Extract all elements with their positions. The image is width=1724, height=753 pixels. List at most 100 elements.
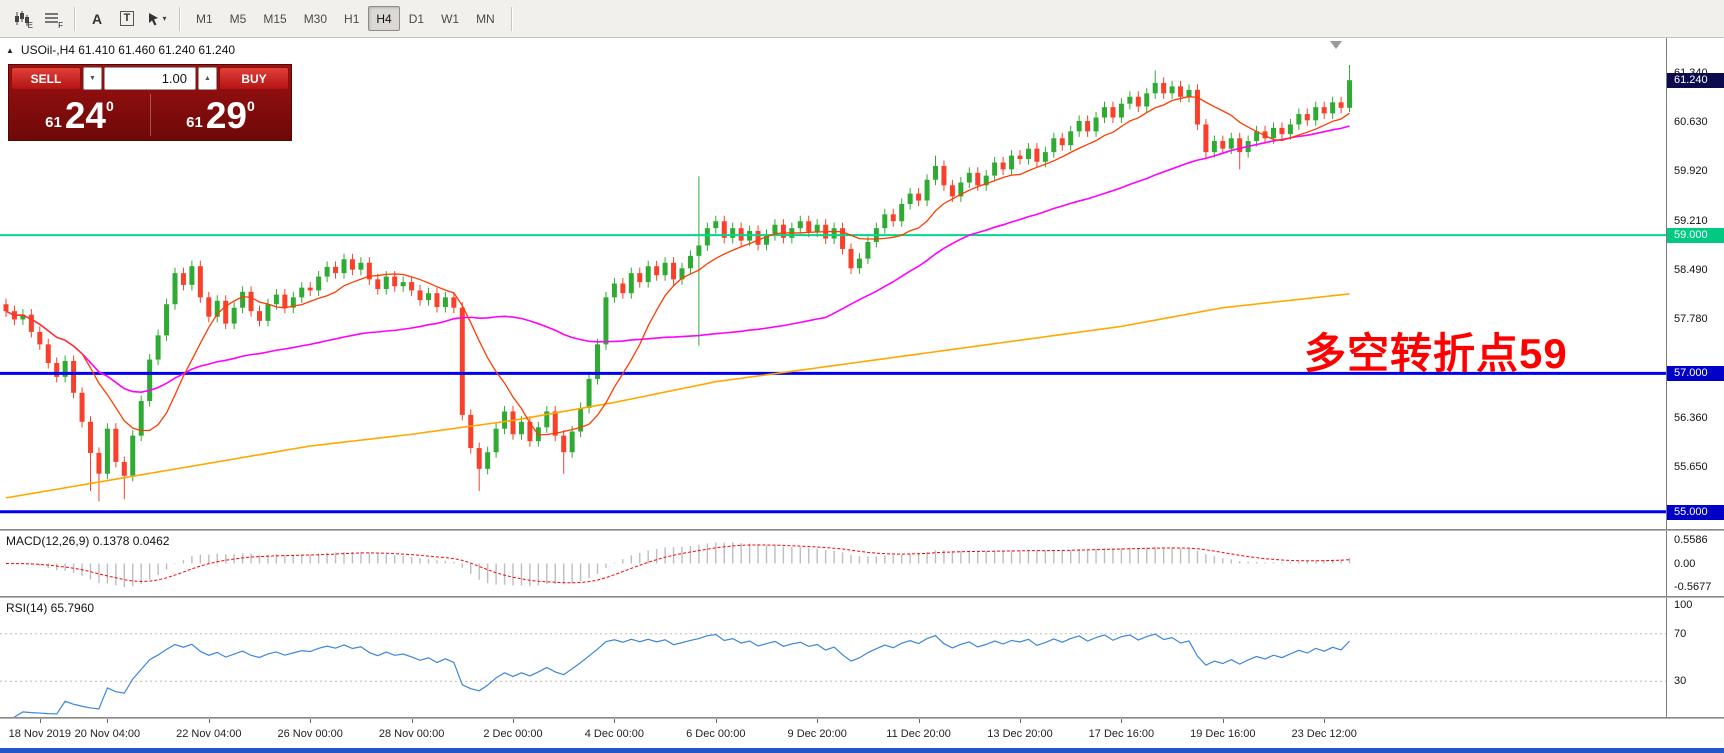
- price-tag: 55.000: [1667, 504, 1724, 520]
- bottom-edge-bar: [0, 748, 1724, 753]
- textbox-icon[interactable]: T: [113, 5, 141, 32]
- symbol-ohlc-text: USOil-,H4 61.410 61.460 61.240 61.240: [20, 43, 236, 57]
- timeframe-h1[interactable]: H1: [344, 11, 360, 26]
- macd-tick: 0.00: [1674, 557, 1696, 570]
- time-label: 13 Dec 20:00: [987, 728, 1053, 740]
- price-tag: 61.240: [1667, 73, 1724, 89]
- one-click-trading-panel: SELL ▼ ▲ BUY 61 24 0 61 29 0: [8, 64, 292, 141]
- dropdown-caret-icon: ▾: [162, 14, 167, 23]
- time-label: 22 Nov 04:00: [176, 728, 242, 740]
- main-chart-panel: ▲ USOil-,H4 61.410 61.460 61.240 61.240 …: [0, 38, 1724, 529]
- timeframe-m5[interactable]: M5: [229, 11, 247, 26]
- time-label: 11 Dec 20:00: [886, 728, 951, 740]
- time-label: 28 Nov 00:00: [378, 728, 445, 740]
- timeframe-m15[interactable]: M15: [263, 11, 287, 26]
- rsi-axis[interactable]: 100 70 30: [1666, 598, 1724, 717]
- price-divider: [150, 94, 151, 136]
- time-label: 17 Dec 16:00: [1088, 728, 1155, 740]
- timeframe-w1[interactable]: W1: [441, 11, 460, 26]
- rsi-chart-canvas[interactable]: [0, 598, 1666, 722]
- time-tick: [107, 719, 109, 723]
- time-tick: [1020, 719, 1021, 723]
- timeframe-m30[interactable]: M30: [303, 11, 328, 26]
- time-label: 18 Nov 2019: [8, 728, 71, 740]
- time-tick: [513, 719, 514, 723]
- time-label: 4 Dec 00:00: [584, 728, 645, 740]
- ma-mid-line: [5, 125, 1350, 393]
- ma-slow-line: [5, 293, 1350, 499]
- price-tag: 57.000: [1667, 366, 1724, 382]
- price-axis[interactable]: 61.34060.63059.92059.21058.49057.78056.3…: [1666, 38, 1724, 529]
- price-chart-canvas[interactable]: [0, 38, 1666, 534]
- macd-svg[interactable]: [0, 531, 1666, 596]
- time-tick: [715, 719, 717, 723]
- chart-shift-marker[interactable]: [1330, 41, 1342, 49]
- trade-panel-prices: 61 24 0 61 29 0: [9, 92, 291, 138]
- price-tick: 60.630: [1674, 116, 1708, 129]
- spinner-down-icon: ▼: [89, 75, 96, 82]
- price-tick: 55.650: [1674, 460, 1708, 473]
- price-tick: 56.360: [1674, 411, 1708, 424]
- timeframe-m1[interactable]: M1: [196, 11, 213, 26]
- rsi-tick: 100: [1674, 599, 1693, 611]
- sell-price-button[interactable]: 61 24 0: [45, 94, 114, 136]
- collapse-one-click-icon[interactable]: ▲: [6, 45, 14, 55]
- candlesticks: [3, 64, 1353, 502]
- buy-price-button[interactable]: 61 29 0: [186, 94, 255, 136]
- pointer-tool-icon[interactable]: ▾: [143, 5, 171, 32]
- price-tick: 59.920: [1674, 165, 1708, 178]
- time-tick: [817, 719, 819, 723]
- candles-indicator-icon[interactable]: E: [8, 5, 36, 32]
- price-tick: 58.490: [1674, 264, 1708, 277]
- macd-signal-line: [5, 544, 1350, 584]
- time-label: 26 Nov 00:00: [277, 728, 343, 740]
- timeframe-mn[interactable]: MN: [476, 11, 495, 26]
- icon-subscript: F: [58, 21, 63, 30]
- time-label: 6 Dec 00:00: [686, 728, 746, 740]
- rsi-line: [14, 633, 1350, 718]
- time-axis[interactable]: 18 Nov 2019 20 Nov 04:00 22 Nov 04:00 26 No…: [0, 719, 1724, 748]
- time-tick: [411, 719, 413, 723]
- rsi-tick: 70: [1674, 627, 1687, 640]
- price-chart-svg[interactable]: [0, 38, 1666, 529]
- lines-list-icon[interactable]: F: [38, 5, 66, 32]
- volume-increase-button[interactable]: ▲: [198, 67, 217, 90]
- time-label: 20 Nov 04:00: [74, 728, 141, 740]
- icon-subscript: E: [27, 21, 33, 30]
- trade-panel-row1: SELL ▼ ▲ BUY: [9, 65, 291, 92]
- macd-tick: -0.5677: [1674, 581, 1712, 594]
- macd-label: MACD(12,26,9) 0.1378 0.0462: [6, 534, 170, 548]
- toolbar-separator: [74, 6, 75, 31]
- time-tick: [39, 719, 41, 723]
- buy-button[interactable]: BUY: [219, 67, 289, 90]
- chart-annotation-text: 多空转折点59: [1304, 330, 1568, 377]
- time-tick: [1121, 719, 1123, 723]
- time-tick: [918, 719, 920, 723]
- time-tick: [1222, 719, 1224, 723]
- panel-splitter[interactable]: [0, 596, 1724, 598]
- volume-input[interactable]: [104, 67, 196, 90]
- time-label: 9 Dec 20:00: [787, 728, 847, 740]
- ma-fast-line: [5, 96, 1350, 436]
- rsi-svg[interactable]: [0, 598, 1666, 718]
- timeframe-h4[interactable]: H4: [368, 6, 400, 31]
- spinner-up-icon: ▲: [204, 75, 211, 82]
- macd-axis[interactable]: 0.5586 0.00 -0.5677: [1666, 531, 1724, 596]
- macd-panel: MACD(12,26,9) 0.1378 0.0462 0.5586 0.00 -0…: [0, 531, 1724, 596]
- panel-splitter[interactable]: [0, 529, 1724, 531]
- macd-chart-canvas[interactable]: [0, 531, 1666, 601]
- rsi-tick: 30: [1674, 675, 1687, 688]
- timeframe-d1[interactable]: D1: [408, 11, 425, 26]
- price-tag: 59.000: [1667, 228, 1724, 244]
- toolbar-separator: [510, 6, 512, 31]
- time-label: 2 Dec 00:00: [483, 728, 543, 740]
- sell-button[interactable]: SELL: [11, 67, 81, 90]
- time-label: 23 Dec 12:00: [1291, 728, 1357, 740]
- panel-splitter[interactable]: [0, 717, 1724, 719]
- price-tick: 57.780: [1674, 313, 1708, 326]
- volume-decrease-button[interactable]: ▼: [83, 67, 102, 90]
- macd-tick: 0.5586: [1674, 534, 1708, 547]
- toolbar-separator: [179, 6, 180, 31]
- text-annotation-icon[interactable]: A: [91, 10, 103, 27]
- timeframe-buttons: M1 M5 M15 M30 H1 H4 D1 W1 MN: [188, 6, 503, 31]
